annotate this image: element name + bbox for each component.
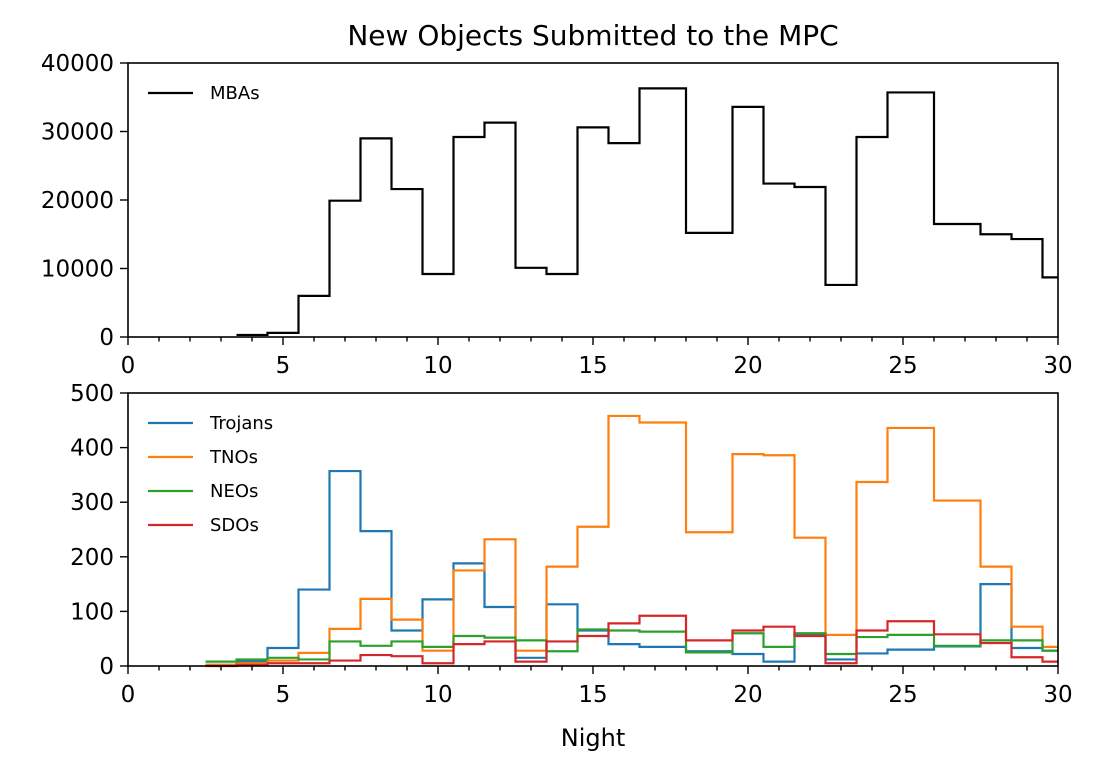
y-tick-label: 300 — [70, 490, 114, 516]
x-tick-label: 15 — [578, 353, 607, 379]
legend-label: Trojans — [209, 413, 273, 434]
mbas-panel: 0 5 10 15 20 25 30 0 10000 20000 30000 40000 MBAs — [41, 51, 1073, 379]
x-tick-label: 0 — [121, 353, 136, 379]
x-tick-label: 15 — [578, 682, 607, 708]
x-tick-label: 0 — [121, 682, 136, 708]
x-tick-label: 25 — [888, 353, 917, 379]
x-axis-label: Night — [561, 724, 625, 752]
y-tick-label: 40000 — [41, 51, 114, 77]
series-line-mbas — [236, 87, 1058, 337]
series-line-tnos — [205, 414, 1058, 667]
legend-label: SDOs — [210, 515, 259, 536]
series-line-trojans — [205, 469, 1058, 667]
x-tick-label: 10 — [423, 353, 452, 379]
x-tick-label: 20 — [733, 353, 762, 379]
legend-label: MBAs — [210, 83, 260, 104]
small-bodies-panel: 0 5 10 15 20 25 300100200300400500TrojansTNOsN… — [70, 381, 1073, 752]
plot-frame — [127, 62, 1059, 338]
x-tick-label: 10 — [423, 682, 452, 708]
y-tick-label: 400 — [70, 436, 114, 462]
x-tick-label: 30 — [1043, 682, 1072, 708]
legend-label: NEOs — [210, 481, 258, 502]
x-tick-label: 5 — [276, 353, 291, 379]
series-line-neos — [205, 628, 1058, 663]
chart-title: New Objects Submitted to the MPC — [347, 19, 838, 52]
series-line-sdos — [205, 614, 1058, 668]
x-tick-label: 20 — [733, 682, 762, 708]
x-tick-label: 5 — [276, 682, 291, 708]
y-tick-label: 500 — [70, 381, 114, 407]
y-tick-label: 100 — [70, 599, 114, 625]
x-tick-label: 30 — [1043, 353, 1072, 379]
y-tick-label: 30000 — [41, 120, 114, 146]
y-tick-label: 200 — [70, 545, 114, 571]
y-tick-label: 20000 — [41, 188, 114, 214]
y-tick-label: 10000 — [41, 257, 114, 283]
x-tick-label: 25 — [888, 682, 917, 708]
y-tick-label: 0 — [99, 325, 114, 351]
y-tick-label: 0 — [99, 654, 114, 680]
legend-label: TNOs — [209, 447, 258, 468]
